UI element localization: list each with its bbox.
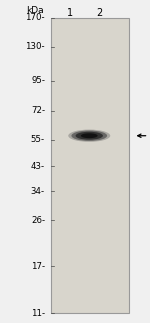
Text: 2: 2 bbox=[96, 8, 102, 18]
Ellipse shape bbox=[76, 132, 103, 140]
Text: 55-: 55- bbox=[31, 135, 45, 144]
Ellipse shape bbox=[68, 130, 110, 142]
Text: 34-: 34- bbox=[31, 187, 45, 196]
Text: 1: 1 bbox=[68, 8, 74, 18]
Text: 72-: 72- bbox=[31, 106, 45, 115]
Text: 26-: 26- bbox=[31, 216, 45, 225]
Text: kDa: kDa bbox=[26, 6, 44, 15]
Text: 17-: 17- bbox=[31, 262, 45, 271]
Ellipse shape bbox=[81, 133, 98, 138]
Text: 11-: 11- bbox=[31, 309, 45, 318]
Text: 130-: 130- bbox=[25, 42, 45, 51]
Ellipse shape bbox=[71, 130, 107, 141]
Text: 95-: 95- bbox=[31, 76, 45, 85]
Bar bbox=[51, 18, 129, 313]
Text: 43-: 43- bbox=[31, 162, 45, 171]
Text: 170-: 170- bbox=[25, 13, 45, 22]
